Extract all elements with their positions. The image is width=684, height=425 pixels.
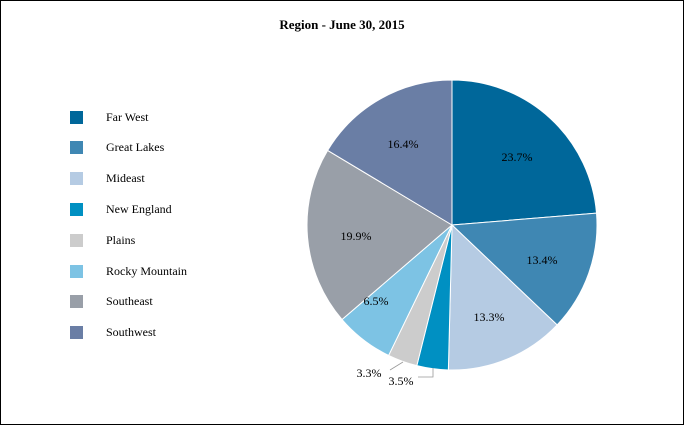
pie-slice: [450, 212, 598, 326]
legend-label: Plains: [106, 232, 136, 247]
legend-swatch: [70, 295, 83, 309]
slice-data-label: 3.5%: [389, 374, 414, 388]
legend-label: Rocky Mountain: [106, 263, 187, 278]
legend-swatch: [70, 172, 83, 186]
pie-slice: [447, 223, 558, 371]
legend-item: Southeast: [70, 294, 153, 309]
slice-data-label: 13.4%: [527, 253, 558, 267]
slice-data-label: 3.3%: [357, 366, 382, 380]
legend-item: Far West: [70, 110, 148, 124]
legend-item: Great Lakes: [70, 140, 165, 155]
legend-swatch: [70, 326, 83, 340]
pie-slice: [306, 149, 453, 321]
legend-swatch: [70, 233, 83, 247]
leader-line: [389, 361, 404, 371]
chart-title: Region - June 30, 2015: [279, 17, 405, 32]
pie-slice: [326, 79, 453, 226]
legend-item: Rocky Mountain: [70, 264, 187, 278]
legend-label: Far West: [106, 109, 149, 124]
legend-label: Great Lakes: [106, 140, 165, 155]
slice-data-label: 13.3%: [474, 310, 505, 324]
legend-label: Mideast: [106, 171, 145, 186]
legend-swatch: [70, 141, 83, 155]
pie-slice: [451, 79, 598, 226]
legend-swatch: [70, 264, 83, 278]
legend-label: New England: [106, 201, 172, 216]
slice-data-label: 23.7%: [502, 150, 533, 164]
legend-swatch: [70, 110, 83, 124]
legend-item: Plains: [70, 233, 135, 247]
legend-item: Southwest: [70, 325, 157, 340]
legend-label: Southwest: [106, 325, 157, 340]
legend-swatch: [70, 202, 83, 216]
leader-line: [418, 368, 434, 378]
slice-data-label: 19.9%: [341, 229, 372, 243]
slice-data-label: 16.4%: [388, 137, 419, 151]
legend-item: New England: [70, 202, 172, 216]
slice-data-label: 6.5%: [364, 294, 389, 308]
legend-item: Mideast: [70, 171, 145, 186]
legend-label: Southeast: [106, 294, 153, 309]
